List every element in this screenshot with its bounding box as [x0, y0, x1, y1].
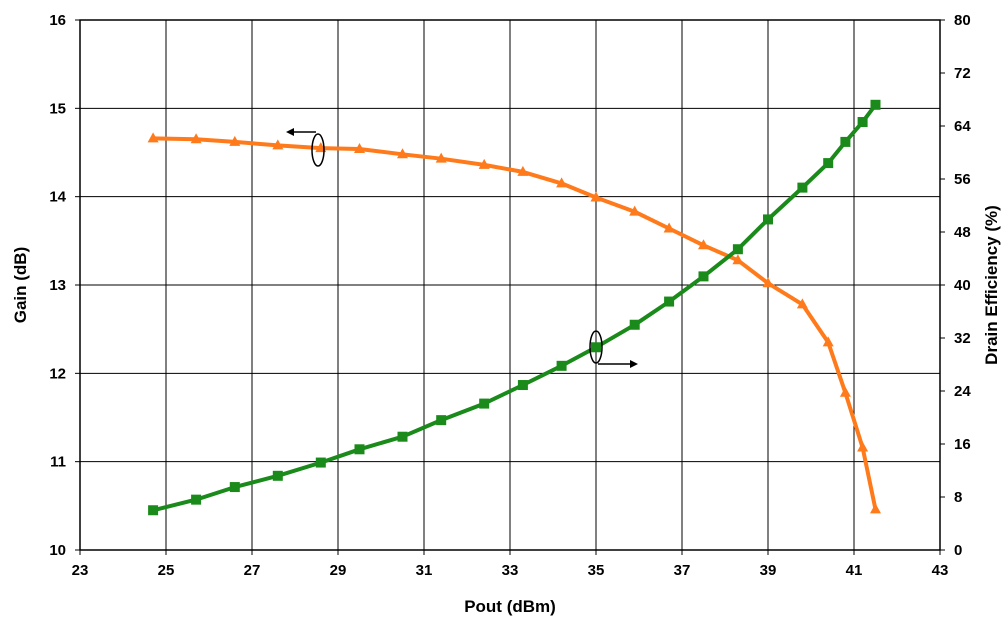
gain-data-point: [190, 133, 202, 144]
efficiency-data-point: [857, 117, 868, 128]
gain-data-point: [732, 254, 744, 265]
x-tick-label: 41: [846, 562, 863, 579]
efficiency-data-point: [732, 244, 743, 255]
y-right-tick-label: 72: [954, 65, 971, 82]
efficiency-data-point: [870, 99, 881, 110]
y-right-tick-labels: 0 8 16 24 32 40 48 56 64 72 80: [940, 12, 971, 559]
efficiency-axis-indicator-ellipse: [589, 330, 603, 364]
efficiency-data-point: [436, 415, 447, 426]
gain-data-point: [663, 222, 675, 233]
y-right-tick-label: 0: [954, 542, 962, 559]
x-tick-label: 37: [674, 562, 691, 579]
y-right-tick-label: 8: [954, 489, 962, 506]
y-right-tick-label: 40: [954, 277, 971, 294]
y-right-tick-label: 64: [954, 118, 971, 135]
efficiency-data-point: [517, 380, 528, 391]
gain-data-point: [478, 158, 490, 169]
series-layer: [147, 99, 881, 516]
gain-data-point: [556, 177, 568, 188]
y-left-tick-label: 11: [50, 454, 66, 471]
gain-data-point: [229, 135, 241, 146]
y-left-tick-label: 10: [49, 542, 66, 559]
efficiency-data-point: [229, 482, 240, 493]
x-tick-label: 39: [760, 562, 777, 579]
gain-data-point: [822, 336, 834, 347]
annotations: [286, 128, 638, 368]
x-tick-label: 23: [72, 562, 89, 579]
gain-series-line: [153, 136, 878, 510]
efficiency-data-point: [556, 360, 567, 371]
efficiency-data-point: [191, 494, 202, 505]
gain-data-point: [762, 277, 774, 288]
efficiency-data-point: [823, 158, 834, 169]
gain-data-point: [272, 139, 284, 150]
y-right-tick-label: 80: [954, 12, 971, 29]
efficiency-data-point: [840, 136, 851, 147]
grid-lines: [79, 19, 941, 551]
gain-data-point: [517, 165, 529, 176]
y-left-tick-label: 15: [49, 100, 66, 117]
y-left-tick-label: 14: [49, 189, 66, 206]
x-tick-label: 33: [502, 562, 519, 579]
gain-data-point: [796, 298, 808, 309]
x-tick-label: 43: [932, 562, 949, 579]
gain-data-point: [397, 148, 408, 159]
efficiency-data-point: [629, 319, 640, 330]
x-tick-labels: 23 25 27 29 31 33 35 37 39 41 43: [72, 550, 949, 579]
efficiency-data-point: [272, 470, 283, 481]
efficiency-data-point: [479, 398, 490, 409]
efficiency-data-point: [797, 182, 808, 193]
y-right-axis-title: Drain Efficiency (%): [982, 205, 1001, 365]
gain-axis-indicator-ellipse: [311, 133, 325, 167]
efficiency-data-point: [698, 271, 709, 282]
x-tick-label: 31: [416, 562, 433, 579]
gain-data-point: [698, 239, 709, 250]
left-arrow-icon: [286, 128, 294, 136]
y-left-tick-label: 16: [49, 12, 66, 29]
y-right-tick-label: 16: [954, 436, 971, 453]
y-left-axis-title: Gain (dB): [11, 247, 30, 324]
efficiency-data-point: [664, 296, 675, 307]
y-left-tick-label: 13: [49, 277, 66, 294]
efficiency-series-line: [152, 103, 878, 513]
x-tick-label: 35: [588, 562, 605, 579]
y-right-tick-label: 24: [954, 383, 971, 400]
y-right-tick-label: 56: [954, 171, 971, 188]
y-left-tick-labels: 10 11 12 13 14 15 16: [49, 12, 80, 559]
gain-data-point: [857, 441, 869, 452]
x-axis-title: Pout (dBm): [464, 597, 556, 616]
gain-data-point: [590, 191, 602, 202]
x-tick-label: 29: [330, 562, 347, 579]
gain-data-point: [839, 386, 851, 397]
efficiency-data-point: [315, 457, 326, 468]
x-tick-label: 27: [244, 562, 261, 579]
efficiency-data-point: [148, 505, 159, 516]
y-left-tick-label: 12: [49, 365, 66, 382]
gain-data-point: [354, 142, 365, 153]
efficiency-data-point: [591, 342, 601, 353]
x-tick-label: 25: [158, 562, 175, 579]
y-right-tick-label: 32: [954, 330, 971, 347]
gain-data-point: [435, 152, 447, 163]
gain-data-point: [870, 503, 881, 514]
efficiency-data-point: [763, 214, 773, 225]
gain-data-point: [629, 205, 641, 216]
efficiency-data-point: [354, 444, 365, 455]
efficiency-data-point: [397, 431, 408, 442]
gain-data-point: [147, 132, 159, 143]
y-right-tick-label: 48: [954, 224, 971, 241]
right-arrow-icon: [630, 360, 638, 368]
